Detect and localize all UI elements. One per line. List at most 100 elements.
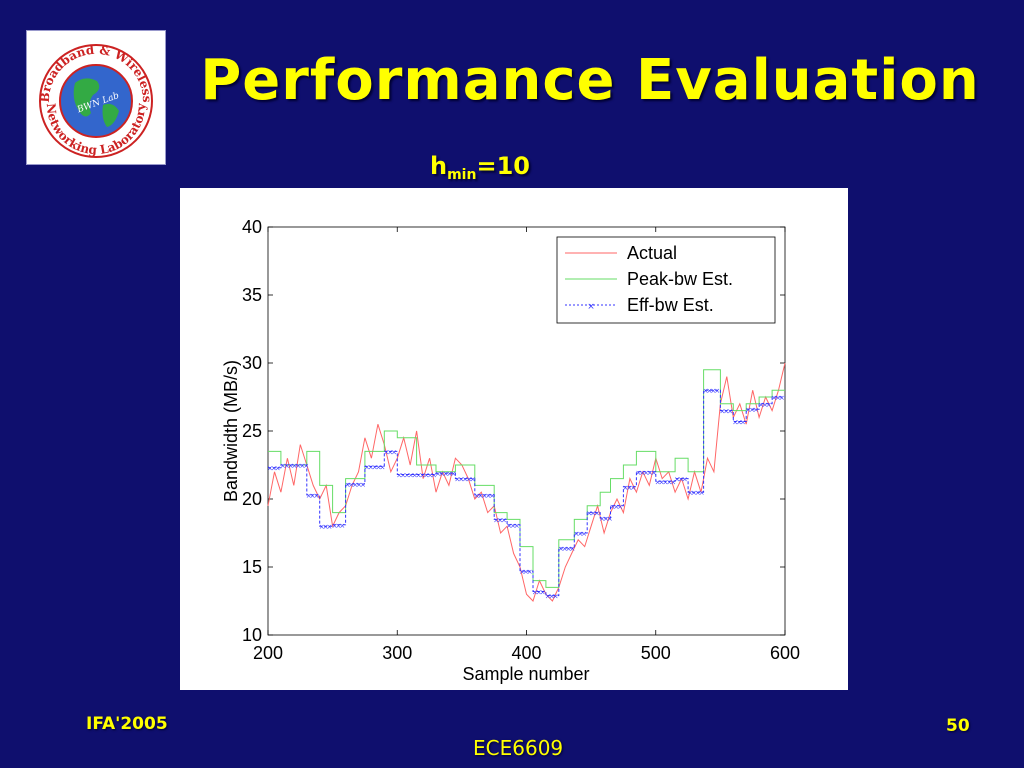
y-axis-label: Bandwidth (MB/s)	[221, 360, 241, 502]
legend-box	[556, 236, 776, 324]
eff-bw-marker: ×	[630, 484, 636, 492]
eff-bw-marker: ×	[553, 593, 559, 601]
eff-bw-marker: ×	[404, 472, 410, 480]
eff-bw-marker: ×	[590, 510, 596, 518]
eff-bw-marker: ×	[510, 522, 516, 530]
eff-bw-marker: ×	[314, 492, 320, 500]
eff-bw-marker: ×	[284, 462, 290, 470]
eff-bw-marker: ×	[360, 481, 366, 489]
eff-bw-marker: ×	[736, 418, 742, 426]
series-actual-line	[267, 362, 786, 602]
eff-bw-marker: ×	[348, 481, 354, 489]
bwn-lab-logo: Broadband & Wireless Networking Laborato…	[38, 43, 154, 158]
eff-bw-marker: ×	[674, 476, 680, 484]
eff-bw-marker: ×	[536, 588, 542, 596]
eff-bw-marker: ×	[727, 408, 733, 416]
eff-bw-marker: ×	[655, 478, 661, 486]
eff-bw-marker: ×	[482, 492, 488, 500]
eff-bw-marker: ×	[635, 469, 641, 477]
eff-bw-marker: ×	[391, 448, 397, 456]
eff-bw-marker: ×	[581, 530, 587, 538]
eff-bw-marker: ×	[607, 515, 613, 523]
eff-bw-marker: ×	[678, 476, 684, 484]
eff-bw-marker: ×	[326, 523, 332, 531]
eff-bw-marker: ×	[523, 568, 529, 576]
eff-bw-marker: ×	[431, 472, 437, 480]
eff-bw-marker: ×	[594, 510, 600, 518]
subtitle-subscript: min	[447, 167, 477, 183]
eff-bw-marker: ×	[493, 516, 499, 524]
eff-bw-marker: ×	[501, 516, 507, 524]
eff-bw-marker: ×	[617, 503, 623, 511]
eff-bw-marker: ×	[569, 545, 575, 553]
eff-bw-marker: ×	[267, 465, 273, 473]
eff-bw-marker: ×	[762, 401, 768, 409]
eff-bw-marker: ×	[714, 387, 720, 395]
eff-bw-marker: ×	[454, 476, 460, 484]
eff-bw-marker: ×	[364, 463, 370, 471]
eff-bw-marker: ×	[703, 387, 709, 395]
eff-bw-marker: ×	[670, 478, 676, 486]
eff-bw-marker: ×	[439, 470, 445, 478]
eff-bw-marker: ×	[443, 470, 449, 478]
eff-bw-marker: ×	[573, 530, 579, 538]
eff-bw-marker: ×	[663, 478, 669, 486]
eff-bw-marker: ×	[758, 401, 764, 409]
eff-bw-marker: ×	[732, 418, 738, 426]
y-tick-label: 35	[242, 285, 262, 305]
eff-bw-marker: ×	[532, 588, 538, 596]
footer-conference: IFA'2005	[86, 714, 168, 734]
eff-bw-marker: ×	[497, 516, 503, 524]
eff-bw-marker: ×	[647, 469, 653, 477]
eff-bw-marker: ×	[435, 470, 441, 478]
logo: Broadband & Wireless Networking Laborato…	[26, 30, 166, 165]
eff-bw-marker: ×	[779, 394, 785, 402]
footer-course: ECE6609	[473, 736, 564, 760]
subtitle-main: h	[430, 152, 448, 180]
eff-bw-marker: ×	[519, 568, 525, 576]
eff-bw-marker: ×	[691, 489, 697, 497]
page-title: Performance Evaluation	[200, 48, 980, 113]
eff-bw-marker: ×	[352, 481, 358, 489]
eff-bw-marker: ×	[540, 588, 546, 596]
x-tick-label: 400	[511, 643, 541, 663]
eff-bw-marker: ×	[420, 472, 426, 480]
eff-bw-marker: ×	[295, 462, 301, 470]
series-group: ××× ××××××××××××× ××××××××××××××××××××××××…	[267, 362, 786, 602]
y-tick-label: 40	[242, 217, 262, 237]
legend-label-eff: Eff-bw Est.	[627, 295, 714, 315]
eff-bw-marker: ×	[558, 545, 564, 553]
eff-bw-marker: ×	[745, 406, 751, 414]
eff-bw-marker: ×	[372, 463, 378, 471]
eff-bw-marker: ×	[310, 492, 316, 500]
tick-group: 200 300 400 500 600 10 15 20 25 30 35 40	[242, 217, 800, 663]
eff-bw-marker: ×	[280, 462, 286, 470]
legend-label-actual: Actual	[627, 243, 677, 263]
eff-bw-marker: ×	[562, 545, 568, 553]
eff-bw-marker: ×	[339, 522, 345, 530]
plot-panel: 200 300 400 500 600 10 15 20 25 30 35 40 × × × × × × × × × ×…	[180, 188, 848, 690]
eff-bw-marker: ×	[451, 470, 457, 478]
eff-bw-marker: ×	[489, 492, 495, 500]
eff-bw-marker: ×	[622, 484, 628, 492]
x-axis-label: Sample number	[462, 664, 589, 684]
eff-bw-marker: ×	[368, 463, 374, 471]
eff-bw-marker: ×	[766, 401, 772, 409]
eff-bw-marker: ×	[485, 492, 491, 500]
legend: Actual Peak-bw Est. × Eff-bw Est.	[556, 236, 776, 324]
eff-bw-marker: ×	[319, 523, 325, 531]
y-tick-label: 30	[242, 353, 262, 373]
eff-bw-marker: ×	[549, 593, 555, 601]
eff-bw-marker: ×	[447, 470, 453, 478]
eff-bw-marker: ×	[749, 406, 755, 414]
eff-bw-marker: ×	[478, 492, 484, 500]
eff-bw-marker: ×	[753, 406, 759, 414]
eff-bw-marker: ×	[527, 568, 533, 576]
eff-bw-marker: ×	[659, 478, 665, 486]
slide-number: 50	[946, 716, 970, 736]
eff-bw-marker: ×	[383, 448, 389, 456]
eff-bw-marker: ×	[719, 408, 725, 416]
eff-bw-marker: ×	[740, 418, 746, 426]
eff-bw-marker: ×	[271, 465, 277, 473]
eff-bw-marker: ×	[303, 462, 309, 470]
